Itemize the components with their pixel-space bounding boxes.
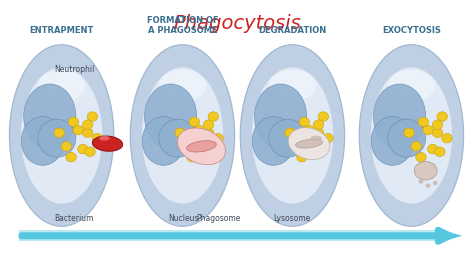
Ellipse shape	[374, 84, 426, 149]
Text: Neutrophil: Neutrophil	[55, 65, 95, 74]
Ellipse shape	[418, 117, 428, 127]
Ellipse shape	[187, 152, 197, 162]
Ellipse shape	[414, 162, 437, 180]
Ellipse shape	[359, 45, 464, 226]
Text: ENTRAPMENT: ENTRAPMENT	[29, 26, 94, 35]
Ellipse shape	[203, 120, 214, 130]
Ellipse shape	[313, 128, 324, 138]
Ellipse shape	[416, 152, 426, 162]
Ellipse shape	[323, 133, 333, 143]
Ellipse shape	[419, 179, 423, 184]
Ellipse shape	[24, 84, 76, 149]
Ellipse shape	[388, 70, 435, 101]
Ellipse shape	[159, 70, 206, 101]
Ellipse shape	[426, 183, 430, 188]
Ellipse shape	[177, 128, 226, 165]
Ellipse shape	[203, 128, 214, 138]
Ellipse shape	[423, 125, 433, 135]
Ellipse shape	[9, 45, 114, 226]
Ellipse shape	[187, 141, 216, 152]
Ellipse shape	[130, 45, 235, 226]
Ellipse shape	[316, 147, 326, 157]
Text: Phagocytosis: Phagocytosis	[173, 14, 301, 33]
Ellipse shape	[199, 144, 209, 154]
Ellipse shape	[21, 67, 102, 204]
Ellipse shape	[206, 147, 216, 157]
Ellipse shape	[208, 112, 219, 121]
Ellipse shape	[296, 139, 322, 148]
Ellipse shape	[437, 112, 447, 121]
Text: Bacterium: Bacterium	[55, 214, 94, 223]
Ellipse shape	[255, 84, 307, 149]
Ellipse shape	[99, 136, 109, 141]
Text: FORMATION OF
A PHAGOSOME: FORMATION OF A PHAGOSOME	[146, 16, 219, 35]
Ellipse shape	[304, 125, 314, 135]
Text: DEGRADATION: DEGRADATION	[258, 26, 327, 35]
FancyArrow shape	[19, 230, 441, 241]
Text: Lysosome: Lysosome	[273, 214, 310, 223]
Ellipse shape	[82, 128, 93, 138]
Ellipse shape	[288, 128, 330, 160]
Ellipse shape	[92, 136, 123, 151]
FancyArrow shape	[19, 230, 462, 242]
Ellipse shape	[142, 67, 223, 204]
Ellipse shape	[38, 70, 85, 101]
Ellipse shape	[38, 119, 76, 157]
Ellipse shape	[433, 181, 438, 185]
Ellipse shape	[309, 144, 319, 154]
Ellipse shape	[318, 112, 328, 121]
Ellipse shape	[432, 128, 443, 138]
Ellipse shape	[428, 144, 438, 154]
Ellipse shape	[240, 45, 345, 226]
Ellipse shape	[61, 141, 72, 151]
Ellipse shape	[269, 119, 307, 157]
Ellipse shape	[54, 128, 64, 138]
Ellipse shape	[189, 117, 200, 127]
Ellipse shape	[313, 120, 324, 130]
Ellipse shape	[371, 67, 452, 204]
Ellipse shape	[73, 125, 83, 135]
Ellipse shape	[78, 144, 88, 154]
Ellipse shape	[145, 84, 197, 149]
Ellipse shape	[68, 117, 79, 127]
Text: EXOCYTOSIS: EXOCYTOSIS	[382, 26, 441, 35]
Ellipse shape	[404, 128, 414, 138]
Ellipse shape	[82, 120, 93, 130]
Ellipse shape	[252, 117, 295, 165]
Ellipse shape	[21, 117, 64, 165]
Ellipse shape	[310, 136, 322, 141]
Ellipse shape	[87, 112, 98, 121]
Ellipse shape	[432, 120, 443, 130]
Ellipse shape	[213, 133, 223, 143]
Ellipse shape	[252, 67, 333, 204]
Ellipse shape	[159, 119, 197, 157]
Ellipse shape	[92, 133, 102, 143]
Ellipse shape	[299, 117, 310, 127]
Ellipse shape	[85, 147, 95, 157]
Ellipse shape	[388, 119, 426, 157]
Text: Nucleus: Nucleus	[168, 214, 199, 223]
Ellipse shape	[411, 141, 421, 151]
Ellipse shape	[142, 117, 185, 165]
Ellipse shape	[269, 70, 316, 101]
Ellipse shape	[285, 128, 295, 138]
Ellipse shape	[182, 141, 192, 151]
Ellipse shape	[194, 125, 204, 135]
Ellipse shape	[191, 137, 202, 140]
Ellipse shape	[66, 152, 76, 162]
Ellipse shape	[371, 117, 414, 165]
Ellipse shape	[442, 133, 452, 143]
Ellipse shape	[175, 128, 185, 138]
Ellipse shape	[292, 141, 302, 151]
Text: Phagosome: Phagosome	[197, 214, 241, 223]
Ellipse shape	[297, 152, 307, 162]
Ellipse shape	[435, 147, 445, 157]
